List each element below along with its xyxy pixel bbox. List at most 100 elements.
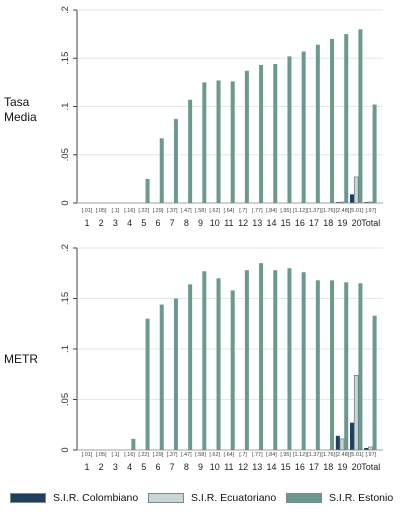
- group-label: [.84]: [266, 208, 277, 214]
- legend-label: S.I.R. Colombiano: [53, 492, 139, 504]
- category-label: 5: [141, 218, 146, 228]
- bar: [145, 178, 150, 203]
- bar: [372, 315, 377, 450]
- category-label: 13: [252, 462, 262, 472]
- group-label: [.01]: [82, 208, 93, 214]
- category-label: 4: [127, 462, 132, 472]
- bar: [216, 278, 221, 450]
- bar: [301, 51, 306, 204]
- category-label: 19: [337, 218, 347, 228]
- group-label: [.62]: [209, 208, 220, 214]
- bar: [230, 81, 235, 203]
- group-label: [2.48]: [336, 208, 350, 214]
- group-label: [2.48]: [336, 452, 350, 458]
- bar: [301, 272, 306, 450]
- bar: [330, 280, 335, 450]
- y-tick-label: .15: [60, 292, 71, 305]
- group-label: [1.12]: [293, 452, 307, 458]
- group-label: [.16]: [124, 452, 135, 458]
- group-label: [.62]: [209, 452, 220, 458]
- legend-swatch: [148, 493, 184, 503]
- group-label: [.1]: [112, 208, 120, 214]
- panel-label-metr: METR: [4, 352, 38, 367]
- bar: [230, 290, 235, 450]
- category-label: 7: [170, 218, 175, 228]
- group-label: [.84]: [266, 452, 277, 458]
- group-label: [1.12]: [293, 208, 307, 214]
- category-label: 13: [252, 218, 262, 228]
- legend-item-ecuatoriano: S.I.R. Ecuatoriano: [148, 492, 276, 504]
- legend-swatch: [10, 493, 46, 503]
- bar: [244, 270, 249, 450]
- panel-metr: 0 .05 .1 .15 .2 [.01] 1 [.05] 2 [.1] 3 [.16] 4 [.22] 5…: [60, 244, 383, 472]
- bar: [344, 34, 349, 203]
- bar: [244, 70, 249, 203]
- group-label: [.05]: [96, 208, 107, 214]
- legend-swatch: [286, 493, 322, 503]
- category-label: 20: [352, 462, 362, 472]
- category-label: 16: [295, 218, 305, 228]
- bar: [173, 119, 178, 203]
- bar: [339, 438, 345, 451]
- group-label: [.37]: [167, 452, 178, 458]
- category-label: 18: [323, 218, 333, 228]
- category-label: 16: [295, 462, 305, 472]
- bar: [315, 280, 320, 450]
- group-label: [.77]: [252, 208, 263, 214]
- panel-label-line: Tasa: [4, 95, 30, 109]
- bar: [131, 438, 136, 450]
- category-label: 18: [323, 462, 333, 472]
- group-label: [.29]: [153, 208, 164, 214]
- group-label: [.29]: [153, 452, 164, 458]
- bar: [350, 422, 355, 450]
- legend-item-estonio: S.I.R. Estonio: [286, 492, 393, 504]
- legend-item-colombiano: S.I.R. Colombiano: [10, 492, 138, 504]
- bar: [364, 447, 369, 450]
- y-tick-label: 0: [60, 447, 71, 452]
- group-label: [.47]: [181, 452, 192, 458]
- legend-label: S.I.R. Estonio: [329, 492, 394, 504]
- category-label: 12: [238, 218, 248, 228]
- group-label: [.7]: [239, 208, 247, 214]
- bar: [344, 282, 349, 450]
- legend: S.I.R. Colombiano S.I.R. Ecuatoriano S.I…: [10, 492, 405, 512]
- group-label: [.95]: [280, 452, 291, 458]
- category-label: 19: [337, 462, 347, 472]
- group-label: [1.37]: [307, 452, 321, 458]
- bar: [188, 99, 193, 203]
- category-label: 7: [170, 462, 175, 472]
- category-label: 17: [309, 218, 319, 228]
- bar: [173, 298, 178, 450]
- y-tick-label: .1: [60, 345, 71, 353]
- category-label: 5: [141, 462, 146, 472]
- bar: [273, 270, 278, 450]
- category-label: 11: [224, 218, 233, 228]
- category-label: 14: [266, 218, 276, 228]
- category-label: 17: [309, 462, 319, 472]
- group-label: [.16]: [124, 208, 135, 214]
- legend-label: S.I.R. Ecuatoriano: [191, 492, 277, 504]
- panel-tasa-media: 0 .05 .1 .15 .2 [.01] 1 [.05] 2 [.1] 3 [.16] 4 [.22] 5…: [60, 6, 383, 228]
- y-tick-label: .2: [60, 244, 71, 252]
- bar: [335, 202, 340, 203]
- bar: [287, 56, 292, 203]
- group-label: [.64]: [224, 452, 235, 458]
- bar: [287, 268, 292, 450]
- bar: [259, 263, 264, 450]
- category-label: 1: [84, 462, 89, 472]
- panel-label-tasa-media: Tasa Media: [4, 95, 37, 125]
- group-label: [.1]: [112, 452, 120, 458]
- category-label: 3: [113, 462, 118, 472]
- category-label: 6: [155, 218, 160, 228]
- category-label: 20: [352, 218, 362, 228]
- category-label: Total: [361, 218, 380, 228]
- group-label: [.97]: [365, 208, 376, 214]
- group-label: [.97]: [365, 452, 376, 458]
- group-label: [.58]: [195, 208, 206, 214]
- group-label: [.58]: [195, 452, 206, 458]
- category-label: 9: [198, 462, 203, 472]
- y-tick-label: .05: [60, 148, 71, 161]
- category-label: 8: [184, 462, 189, 472]
- y-tick-label: .15: [60, 52, 71, 65]
- category-label: 2: [99, 462, 104, 472]
